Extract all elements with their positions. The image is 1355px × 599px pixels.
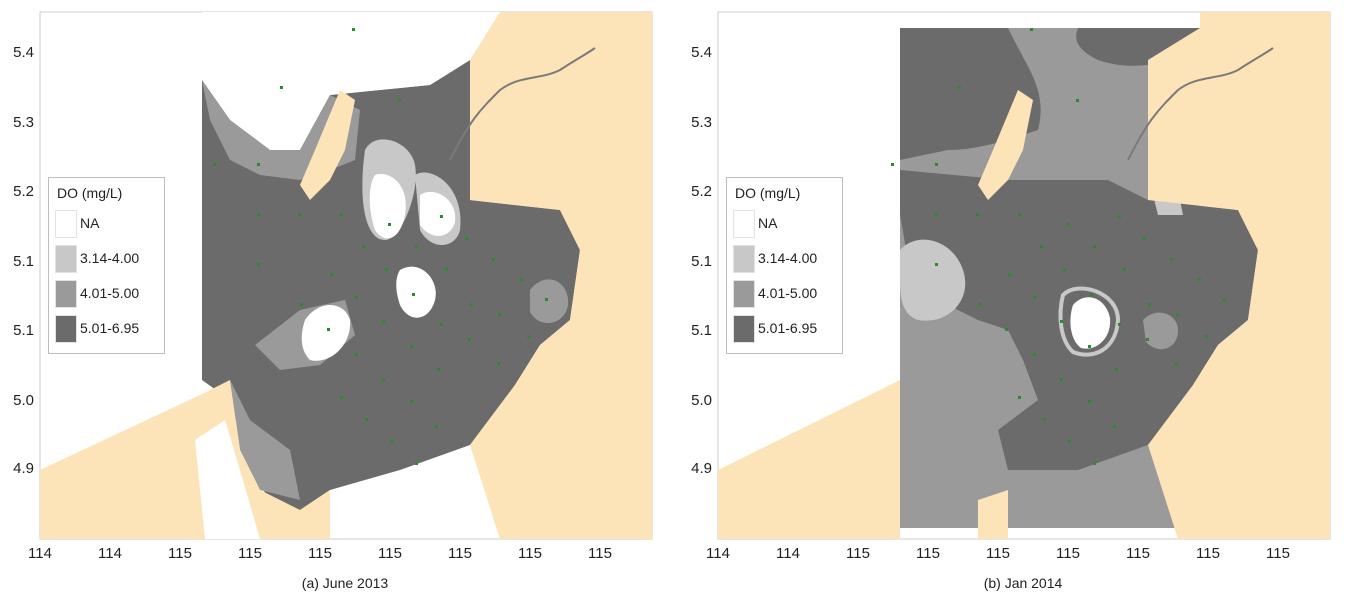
x-tick: 115: [168, 545, 192, 562]
legend-item: 4.01-5.00: [733, 280, 841, 308]
x-tick: 115: [448, 545, 472, 562]
legend-swatch: [55, 210, 77, 238]
x-tick: 115: [1056, 545, 1080, 562]
legend-label: NA: [80, 215, 100, 231]
land-peninsula: [978, 90, 1033, 200]
x-tick: 115: [916, 545, 940, 562]
y-tick: 5.1: [691, 322, 712, 339]
x-tick: 114: [776, 545, 800, 562]
map-panel-jan-2014: 5.4 5.3 5.2 5.1 5.1 5.0 4.9 114 114 115 …: [678, 0, 1355, 599]
sampling-stations: [213, 28, 548, 465]
y-tick: 5.4: [13, 44, 34, 61]
legend-label: 3.14-4.00: [80, 250, 140, 266]
land-peninsula: [300, 90, 355, 200]
x-tick: 115: [518, 545, 542, 562]
y-tick: 5.3: [13, 114, 34, 131]
do-zone-3-14-4-00: [900, 239, 966, 321]
legend-item: 3.14-4.00: [733, 245, 841, 273]
x-tick: 115: [1126, 545, 1150, 562]
x-tick: 114: [28, 545, 52, 562]
legend-item: NA: [733, 210, 841, 238]
x-tick: 115: [846, 545, 870, 562]
x-tick: 115: [378, 545, 402, 562]
y-tick: 5.0: [691, 392, 712, 409]
x-tick: 115: [1266, 545, 1290, 562]
sampling-stations: [891, 28, 1226, 465]
map-panel-june-2013: 5.4 5.3 5.2 5.1 5.1 5.0 4.9 114 114 115 …: [0, 0, 677, 599]
river: [449, 47, 596, 161]
y-tick: 4.9: [13, 460, 34, 477]
land-east: [470, 12, 652, 539]
land-southwest: [40, 380, 330, 539]
y-tick: 5.2: [691, 183, 712, 200]
legend: DO (mg/L) NA 3.14-4.00 4.01-5.00 5.01-6.…: [726, 177, 843, 354]
legend-title: DO (mg/L): [735, 185, 801, 201]
x-tick: 115: [1196, 545, 1220, 562]
legend-swatch: [55, 315, 77, 343]
legend-swatch: [55, 245, 77, 273]
x-tick: 115: [986, 545, 1010, 562]
legend-swatch: [733, 210, 755, 238]
land-east: [1148, 12, 1330, 539]
legend-swatch: [733, 280, 755, 308]
legend-title: DO (mg/L): [57, 185, 123, 201]
y-tick: 5.3: [691, 114, 712, 131]
legend-item: 4.01-5.00: [55, 280, 163, 308]
x-tick: 115: [308, 545, 332, 562]
legend-swatch: [55, 280, 77, 308]
legend-swatch: [733, 245, 755, 273]
x-tick: 114: [706, 545, 730, 562]
legend: DO (mg/L) NA 3.14-4.00 4.01-5.00 5.01-6.…: [48, 177, 165, 354]
y-tick: 5.2: [13, 183, 34, 200]
x-tick: 114: [98, 545, 122, 562]
legend-label: NA: [758, 215, 778, 231]
x-tick: 115: [588, 545, 612, 562]
legend-label: 4.01-5.00: [80, 285, 140, 301]
legend-label: 3.14-4.00: [758, 250, 818, 266]
caption: (a) June 2013: [301, 575, 389, 591]
y-tick: 5.1: [691, 253, 712, 270]
x-tick: 115: [238, 545, 262, 562]
legend-swatch: [733, 315, 755, 343]
legend-item: 5.01-6.95: [55, 315, 163, 343]
y-tick: 4.9: [691, 460, 712, 477]
legend-item: 5.01-6.95: [733, 315, 841, 343]
y-tick: 5.0: [13, 392, 34, 409]
legend-item: NA: [55, 210, 163, 238]
y-tick: 5.4: [691, 44, 712, 61]
legend-label: 4.01-5.00: [758, 285, 818, 301]
legend-item: 3.14-4.00: [55, 245, 163, 273]
y-tick: 5.1: [13, 322, 34, 339]
land-southwest: [718, 380, 900, 539]
legend-label: 5.01-6.95: [80, 320, 140, 336]
y-tick: 5.1: [13, 253, 34, 270]
legend-label: 5.01-6.95: [758, 320, 818, 336]
map-june-2013: [39, 11, 653, 540]
river: [1127, 47, 1274, 161]
caption: (b) Jan 2014: [983, 575, 1063, 591]
